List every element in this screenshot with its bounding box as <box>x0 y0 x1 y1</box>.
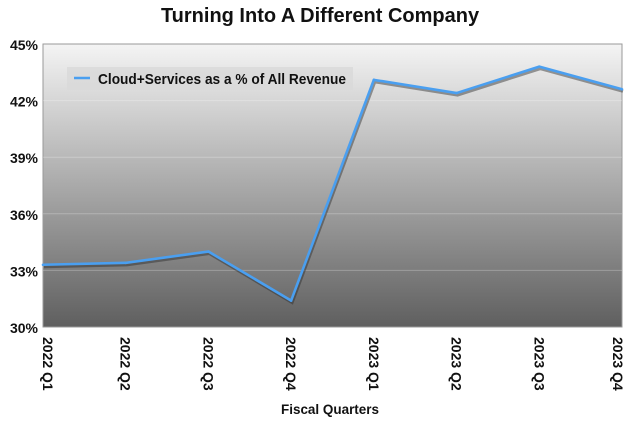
y-tick-label: 33% <box>10 263 39 279</box>
data-point <box>207 250 210 253</box>
x-tick-label: 2022 Q4 <box>283 337 299 391</box>
x-tick-label: 2022 Q1 <box>40 337 56 391</box>
plot-area <box>42 43 623 328</box>
x-tick-label: 2023 Q4 <box>610 337 626 391</box>
x-tick-label: 2023 Q3 <box>531 337 547 391</box>
chart-title: Turning Into A Different Company <box>161 5 480 27</box>
data-point <box>620 87 624 91</box>
y-tick-label: 30% <box>10 320 39 336</box>
legend-box <box>67 67 353 90</box>
series-line <box>42 65 623 302</box>
y-tick-label: 42% <box>10 94 39 110</box>
y-tick-label: 36% <box>10 207 39 223</box>
x-axis-label: Fiscal Quarters <box>281 401 379 417</box>
data-point <box>372 78 376 82</box>
data-point <box>289 299 293 302</box>
series-line-shadow <box>43 67 624 305</box>
data-point <box>124 261 128 265</box>
data-point <box>537 65 541 68</box>
x-tick-label: 2023 Q2 <box>449 337 465 391</box>
y-tick-label: 39% <box>10 150 39 166</box>
x-tick-label: 2022 Q2 <box>118 337 134 391</box>
x-tick-label: 2023 Q1 <box>366 337 382 391</box>
data-point <box>455 91 458 95</box>
legend-label: Cloud+Services as a % of All Revenue <box>98 71 346 88</box>
y-tick-label: 45% <box>10 37 39 53</box>
x-tick-label: 2022 Q3 <box>200 337 216 391</box>
data-point <box>41 263 45 267</box>
legend: Cloud+Services as a % of All Revenue <box>67 67 353 90</box>
